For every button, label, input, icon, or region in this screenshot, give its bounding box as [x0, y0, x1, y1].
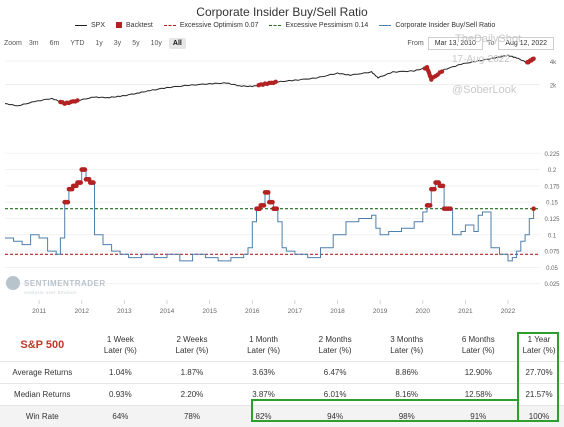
- table-cell: 78%: [156, 406, 228, 427]
- highlight-win-rate-box: [251, 399, 519, 422]
- x-tick-label: 2014: [160, 308, 175, 315]
- x-tick-label: 2021: [458, 308, 473, 315]
- x-tick-label: 2013: [117, 308, 132, 315]
- x-tick-label: 2019: [373, 308, 388, 315]
- spx-tick-label: 4k: [550, 60, 557, 66]
- ratio-tick-label: 0.05: [546, 266, 558, 272]
- ratio-backtest-marker: [78, 180, 83, 185]
- table-cell: 1.87%: [156, 362, 228, 384]
- ratio-backtest-marker: [274, 206, 279, 211]
- spx-backtest-marker: [531, 56, 535, 60]
- table-title: S&P 500: [20, 339, 64, 351]
- x-tick-label: 2016: [245, 308, 260, 315]
- table-title-cell: S&P 500: [0, 328, 85, 362]
- spx-tick-label: 2k: [550, 84, 557, 90]
- watermark-handle: @SoberLook: [452, 84, 516, 96]
- ratio-tick-label: 0.2: [548, 168, 557, 174]
- ratio-backtest-marker: [266, 190, 271, 195]
- table-cell: 12.90%: [442, 362, 514, 384]
- table-cell: 2.20%: [156, 384, 228, 406]
- x-tick-label: 2020: [416, 308, 431, 315]
- x-tick-label: 2011: [32, 308, 46, 315]
- ratio-backtest-marker: [83, 167, 88, 172]
- ratio-tick-label: 0.125: [544, 217, 560, 223]
- sentimentrader-icon: [6, 276, 20, 290]
- table-cell: 0.93%: [85, 384, 157, 406]
- ratio-tick-label: 0.15: [546, 201, 558, 207]
- x-tick-label: 2018: [330, 308, 345, 315]
- ratio-tick-label: 0.025: [544, 282, 560, 288]
- ratio-backtest-marker: [432, 187, 437, 192]
- ratio-line: [5, 170, 534, 261]
- sentimentrader-tagline: Analysis over Emotion: [24, 290, 77, 295]
- spx-backtest-marker: [440, 69, 444, 73]
- row-label: Win Rate: [0, 406, 85, 427]
- table-cell: 8.86%: [371, 362, 443, 384]
- ratio-backtest-marker: [531, 206, 536, 211]
- x-tick-label: 2015: [202, 308, 217, 315]
- watermark-date: 17-Aug-2022: [452, 54, 510, 65]
- table-row: Average Returns 1.04% 1.87% 3.63% 6.47% …: [0, 362, 564, 384]
- ratio-backtest-marker: [428, 203, 433, 208]
- table-cell: 1.04%: [85, 362, 157, 384]
- spx-backtest-marker: [273, 80, 277, 84]
- table-cell: 3.63%: [228, 362, 300, 384]
- ratio-backtest-marker: [66, 200, 71, 205]
- table-cell: 6.47%: [299, 362, 371, 384]
- row-label: Average Returns: [0, 362, 85, 384]
- ratio-backtest-marker: [91, 180, 96, 185]
- ratio-backtest-marker: [448, 206, 453, 211]
- ratio-tick-label: 0.225: [544, 152, 560, 158]
- ratio-tick-label: 0.175: [544, 184, 560, 190]
- ratio-backtest-marker: [441, 184, 446, 189]
- spx-backtest-marker: [75, 98, 79, 102]
- row-label: Median Returns: [0, 384, 85, 406]
- x-tick-label: 2012: [74, 308, 89, 315]
- watermark-brand: TheDailyShot: [455, 33, 521, 45]
- x-tick-label: 2017: [288, 308, 303, 315]
- ratio-tick-label: 0.075: [544, 250, 560, 256]
- ratio-tick-label: 0.1: [548, 233, 557, 239]
- x-tick-label: 2022: [501, 308, 516, 315]
- sentimentrader-name: SENTIMENTRADER: [24, 279, 106, 288]
- table-cell: 64%: [85, 406, 157, 427]
- ratio-backtest-marker: [262, 203, 267, 208]
- highlight-1-year-box: [517, 332, 559, 422]
- sentimentrader-logo: SENTIMENTRADER: [6, 276, 106, 290]
- ratio-backtest-marker: [270, 200, 275, 205]
